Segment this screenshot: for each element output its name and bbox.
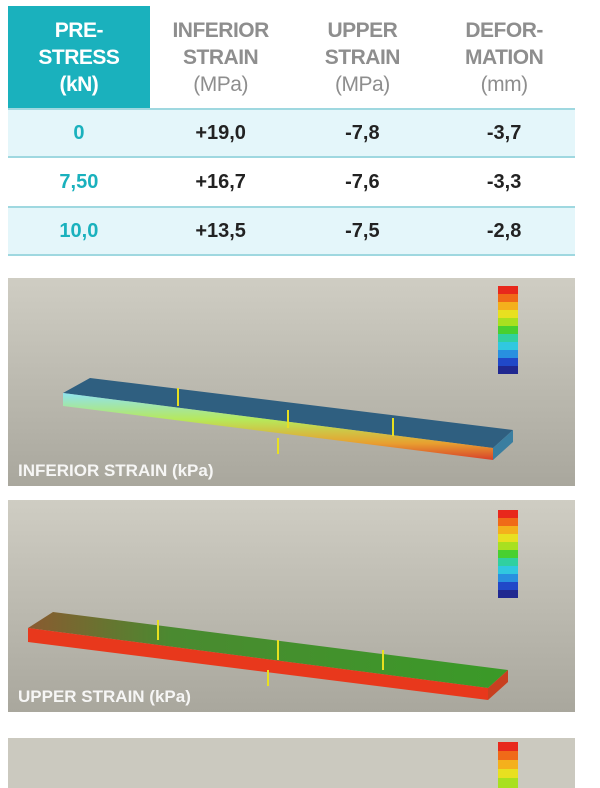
- table-cell: -7,8: [345, 121, 380, 144]
- panel-caption: INFERIOR STRAIN (kPa): [18, 461, 214, 480]
- fem-panel: [8, 738, 575, 788]
- header-text: STRAIN: [324, 45, 401, 69]
- fem-image: [8, 738, 575, 788]
- beam-top: [28, 612, 508, 688]
- table-row: 0 +19,0 -7,8 -3,7: [8, 108, 575, 158]
- table-cell: -3,7: [486, 121, 522, 144]
- header-cell: DEFOR- MATION (mm): [433, 6, 575, 108]
- table-row: 7,50 +16,7 -7,6 -3,3: [8, 159, 575, 205]
- fem-panel: INFERIOR STRAIN (kPa): [8, 278, 575, 486]
- beam-side: [28, 628, 488, 700]
- table-cell: +16,7: [195, 170, 246, 193]
- table-body: 0 +19,0 -7,8 -3,7 7,50 +16,7 -7,6 -3,3 10,0 +13,5…: [8, 108, 575, 256]
- fem-image: UPPER STRAIN (kPa): [8, 500, 575, 712]
- beam-side: [63, 393, 493, 460]
- table-cell: -2,8: [486, 219, 522, 242]
- header-cell: INFERIOR STRAIN (MPa): [150, 6, 292, 108]
- legend: [498, 510, 518, 598]
- table-cell: 7,50: [59, 170, 99, 193]
- panel-caption: UPPER STRAIN (kPa): [18, 687, 191, 706]
- header-text: STRAIN: [183, 45, 259, 69]
- table-cell: +13,5: [195, 219, 246, 242]
- table-cell: 10,0: [59, 219, 99, 242]
- header-text: (MPa): [335, 72, 390, 96]
- header-text: STRESS: [38, 45, 120, 69]
- header-cell: PRE- STRESS (kN): [8, 6, 150, 108]
- header-text: (MPa): [193, 72, 248, 96]
- header-text: (mm): [480, 72, 528, 96]
- results-table: PRE- STRESS (kN) INFERIOR STRAIN (MPa) UPPER ST…: [8, 6, 575, 257]
- fem-panel: UPPER STRAIN (kPa): [8, 500, 575, 712]
- table-cell: -7,6: [345, 170, 380, 193]
- header-text: PRE-: [54, 18, 104, 42]
- fem-image: INFERIOR STRAIN (kPa): [8, 278, 575, 486]
- table-cell: -3,3: [486, 170, 522, 193]
- header-cell: UPPER STRAIN (MPa): [292, 6, 434, 108]
- header-text: UPPER: [327, 18, 398, 42]
- header-text: INFERIOR: [172, 18, 269, 42]
- table-row: 10,0 +13,5 -7,5 -2,8: [8, 206, 575, 256]
- table-cell: 0: [73, 121, 85, 144]
- legend: [498, 286, 518, 374]
- header-text: (kN): [59, 72, 99, 96]
- header-text: MATION: [464, 45, 544, 69]
- table-cell: +19,0: [195, 121, 246, 144]
- header-text: DEFOR-: [465, 18, 543, 42]
- table-cell: -7,5: [345, 219, 380, 242]
- table-header: PRE- STRESS (kN) INFERIOR STRAIN (MPa) UPPER ST…: [8, 6, 575, 108]
